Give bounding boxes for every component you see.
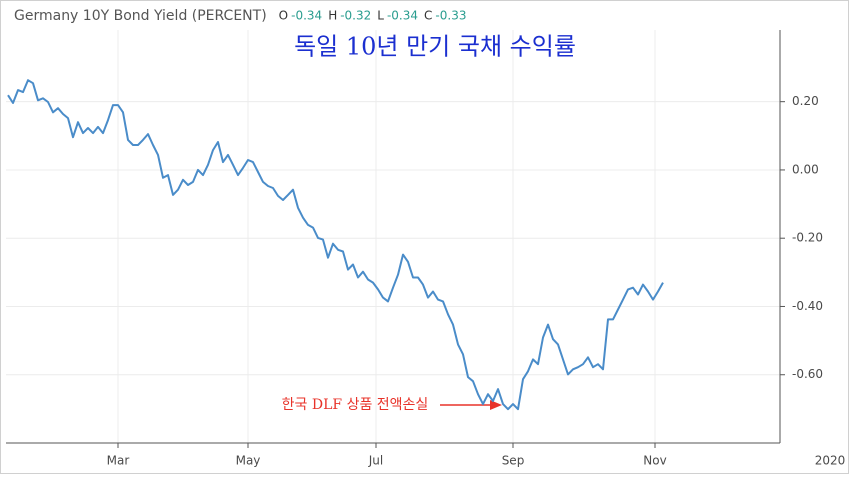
ohlc-label: O bbox=[279, 9, 288, 23]
x-tick-label: Mar bbox=[107, 454, 130, 468]
y-tick-label: -0.40 bbox=[792, 299, 823, 313]
annotation-arrowhead bbox=[490, 400, 502, 410]
price-line bbox=[7, 79, 664, 411]
x-tick-label: Nov bbox=[643, 454, 666, 468]
ohlc-label: H bbox=[328, 9, 337, 23]
x-tick-label: May bbox=[236, 454, 261, 468]
x-tick-label: Sep bbox=[502, 454, 525, 468]
ohlc-value: -0.34 bbox=[291, 9, 322, 23]
y-tick-label: -0.20 bbox=[792, 231, 823, 245]
y-tick-label: -0.60 bbox=[792, 367, 823, 381]
x-tick-label: 2020 bbox=[815, 454, 846, 468]
ohlc-value: -0.32 bbox=[340, 9, 371, 23]
ohlc-value: -0.33 bbox=[435, 9, 466, 23]
y-tick-label: 0.00 bbox=[792, 162, 819, 176]
chart-subtitle: 독일 10년 만기 국채 수익률 bbox=[294, 33, 576, 61]
y-tick-label: 0.20 bbox=[792, 94, 819, 108]
ohlc-value: -0.34 bbox=[387, 9, 418, 23]
ohlc-label: C bbox=[424, 9, 432, 23]
annotation: 한국 DLF 상품 전액손실 bbox=[282, 397, 429, 413]
x-tick-label: Jul bbox=[368, 454, 383, 468]
chart-title: Germany 10Y Bond Yield (PERCENT) bbox=[14, 8, 267, 24]
ohlc-label: L bbox=[377, 9, 384, 23]
